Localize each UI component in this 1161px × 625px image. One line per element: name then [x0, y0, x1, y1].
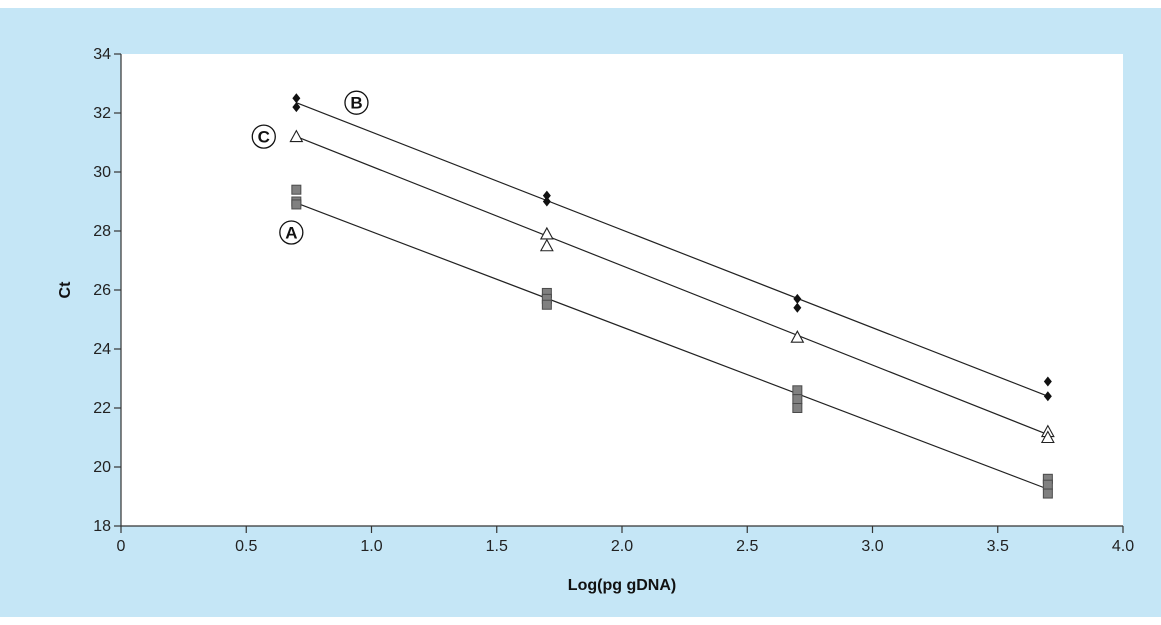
point-b — [542, 190, 551, 201]
plot-area — [121, 54, 1123, 526]
point-c — [1040, 430, 1055, 444]
x-tick-label: 1.5 — [486, 538, 508, 555]
series-labels: A B C — [251, 90, 369, 245]
y-tick-label: 18 — [93, 518, 111, 535]
point-a — [1042, 479, 1053, 490]
x-tick-label: 2.0 — [611, 538, 633, 555]
x-tick-label: 3.5 — [987, 538, 1009, 555]
series-label-circle-a — [279, 220, 304, 245]
point-b — [793, 293, 802, 304]
x-tick-label: 3.0 — [861, 538, 883, 555]
y-tick-label: 32 — [93, 105, 111, 122]
y-tick-label: 28 — [93, 223, 111, 240]
x-tick-label: 0.5 — [235, 538, 257, 555]
point-b — [1043, 376, 1052, 387]
fit-line-c — [296, 136, 1049, 436]
x-tick-label: 4.0 — [1112, 538, 1134, 555]
point-b — [542, 196, 551, 207]
point-a — [792, 385, 803, 396]
data-points — [289, 93, 1055, 499]
series-label-a: A — [285, 223, 297, 242]
x-axis-label: Log(pg gDNA) — [568, 577, 676, 594]
point-a — [792, 394, 803, 405]
point-a — [541, 299, 552, 310]
y-axis-label: Ct — [57, 281, 74, 299]
y-tick-label: 30 — [93, 164, 111, 181]
point-b — [793, 302, 802, 313]
fit-line-a — [296, 202, 1049, 490]
point-a — [792, 403, 803, 413]
x-ticks: 0 0.5 1.0 1.5 2.0 2.5 3.0 3.5 4.0 — [117, 526, 1134, 555]
series-label-c: C — [258, 128, 270, 147]
y-ticks: 18 20 22 24 26 28 30 32 34 — [93, 46, 121, 535]
series-label-circle-b — [344, 90, 369, 115]
y-tick-label: 24 — [93, 341, 111, 358]
point-c — [289, 129, 304, 143]
series-label-circle-c — [251, 124, 276, 149]
y-tick-label: 34 — [93, 46, 111, 63]
point-c — [790, 330, 805, 343]
point-c — [539, 238, 554, 252]
x-tick-label: 1.0 — [360, 538, 382, 555]
point-a — [291, 184, 302, 195]
y-tick-label: 22 — [93, 400, 111, 417]
x-tick-label: 2.5 — [736, 538, 758, 555]
fit-line-b — [296, 102, 1049, 397]
series-label-b: B — [350, 94, 362, 113]
point-a — [291, 199, 302, 210]
y-tick-label: 20 — [93, 459, 111, 476]
point-a — [1042, 488, 1053, 499]
point-b — [292, 93, 301, 104]
point-b — [292, 102, 301, 113]
x-tick-label: 0 — [117, 538, 126, 555]
y-tick-label: 26 — [93, 282, 111, 299]
fit-lines — [296, 102, 1049, 490]
point-b — [1043, 391, 1052, 402]
